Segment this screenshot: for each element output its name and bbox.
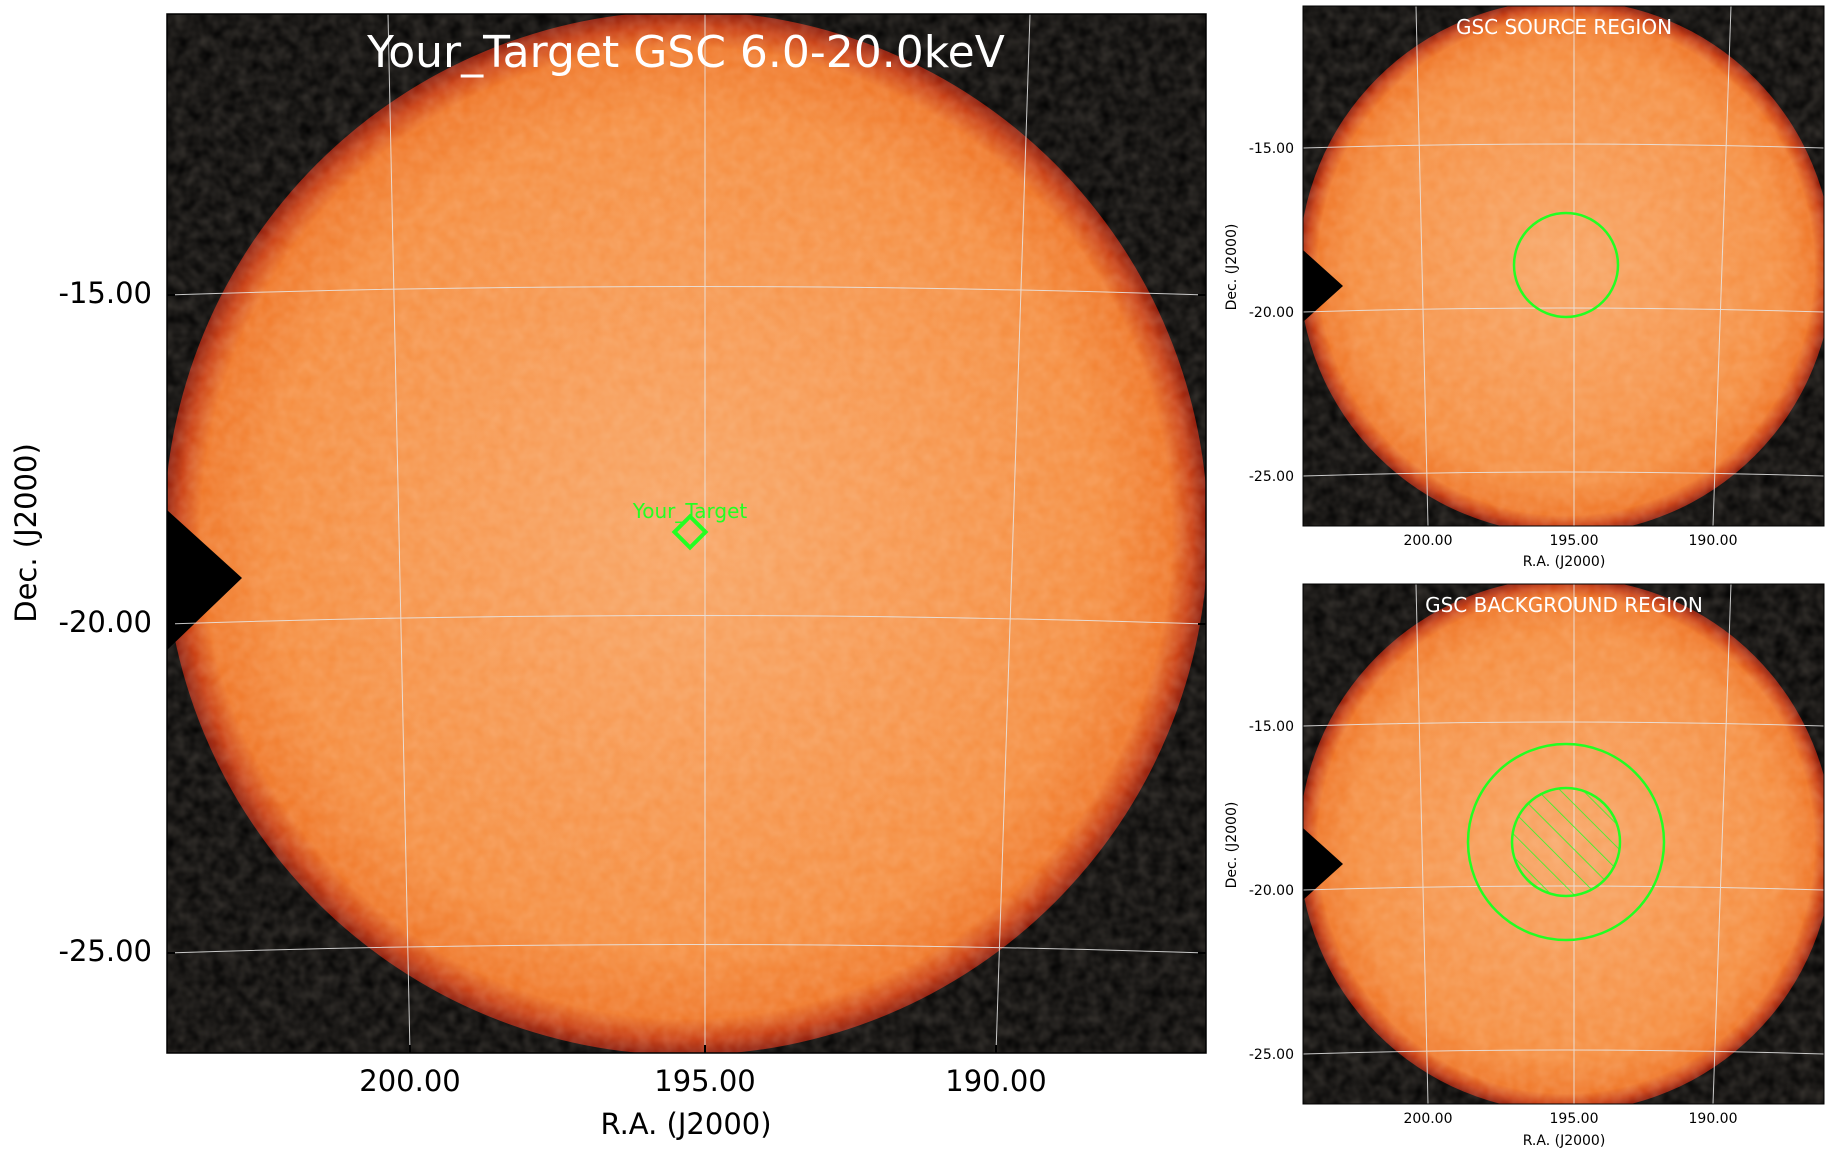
source-title: GSC SOURCE REGION <box>1456 15 1672 39</box>
source-region-circle <box>1512 211 1620 319</box>
main-tick-marks <box>167 294 1206 1053</box>
main-title: Your_Target GSC 6.0-20.0keV <box>366 27 1005 78</box>
background-xtick-label: 195.00 <box>1550 1111 1599 1127</box>
main-ytick-label: -15.00 <box>59 276 153 310</box>
background-ytick-label: -20.00 <box>1249 883 1294 899</box>
background-ytick-label: -15.00 <box>1249 719 1294 735</box>
background-excluded-source-circle <box>1510 786 1622 898</box>
background-xtick-label: 200.00 <box>1404 1111 1453 1127</box>
main-ylabel: Dec. (J2000) <box>9 443 43 623</box>
background-title: GSC BACKGROUND REGION <box>1425 593 1703 617</box>
source-xtick-label: 195.00 <box>1550 533 1599 549</box>
background-panel: GSC BACKGROUND REGION -15.00 -20.00 -25.… <box>1224 583 1825 1149</box>
main-ytick-label: -20.00 <box>59 605 153 639</box>
source-noise-texture <box>1303 6 1824 526</box>
main-noise-texture <box>167 14 1206 1053</box>
source-xtick-label: 200.00 <box>1404 533 1453 549</box>
main-panel: Your_Target GSC 6.0-20.0keV Your_Target … <box>9 13 1207 1141</box>
source-panel: GSC SOURCE REGION -15.00 -20.00 -25.00 2… <box>1224 5 1825 570</box>
background-xlabel: R.A. (J2000) <box>1523 1133 1606 1149</box>
main-xlabel: R.A. (J2000) <box>600 1107 771 1141</box>
source-ytick-label: -20.00 <box>1249 305 1294 321</box>
background-edge-notch <box>1303 828 1343 900</box>
main-xtick-label: 200.00 <box>359 1064 460 1098</box>
main-grid-dec-15 <box>167 286 1206 296</box>
main-grid-ra-200 <box>387 14 411 1053</box>
source-xtick-label: 190.00 <box>1689 533 1738 549</box>
target-marker-icon <box>671 513 709 551</box>
background-ylabel: Dec. (J2000) <box>1224 802 1240 889</box>
main-grid-dec-25 <box>167 944 1206 954</box>
main-edge-notch <box>167 510 242 650</box>
source-xlabel: R.A. (J2000) <box>1523 554 1606 570</box>
source-edge-notch <box>1303 250 1343 322</box>
main-frame-border <box>166 13 1207 1054</box>
main-ytick-label: -25.00 <box>59 934 153 968</box>
background-xtick-label: 190.00 <box>1689 1111 1738 1127</box>
main-xtick-label: 190.00 <box>945 1064 1046 1098</box>
background-outer-circle <box>1466 742 1666 942</box>
target-label: Your_Target <box>632 499 748 523</box>
source-ytick-label: -25.00 <box>1249 469 1294 485</box>
source-frame-border <box>1302 5 1825 527</box>
main-xtick-label: 195.00 <box>654 1064 755 1098</box>
background-ytick-label: -25.00 <box>1249 1047 1294 1063</box>
source-coordinate-grid <box>1303 6 1824 526</box>
main-grid-dec-20 <box>167 615 1206 625</box>
main-grid-ra-190 <box>995 14 1031 1053</box>
background-frame-border <box>1302 583 1825 1105</box>
source-ytick-label: -15.00 <box>1249 141 1294 157</box>
source-ylabel: Dec. (J2000) <box>1224 224 1240 311</box>
